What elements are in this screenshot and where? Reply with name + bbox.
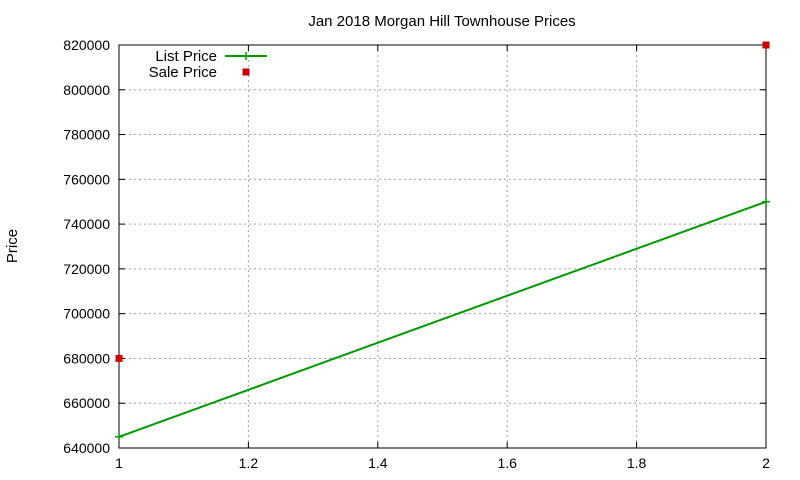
grid xyxy=(119,45,766,448)
y-tick-label: 640000 xyxy=(63,440,110,456)
y-tick-label: 800000 xyxy=(63,82,110,98)
list-price-point xyxy=(115,432,123,441)
plot-border xyxy=(118,44,767,449)
y-tick-label: 760000 xyxy=(63,171,110,187)
y-tick-label: 720000 xyxy=(63,261,110,277)
y-tick-label: 680000 xyxy=(63,350,110,366)
sale-price-point xyxy=(762,41,770,49)
legend-label-list-price: List Price xyxy=(155,48,217,65)
y-tick-label: 660000 xyxy=(63,395,110,411)
legend-label-sale-price: Sale Price xyxy=(149,64,217,81)
legend-marker-sale-price xyxy=(242,68,250,76)
y-tick-label: 700000 xyxy=(63,306,110,322)
y-tick-label: 780000 xyxy=(63,127,110,143)
x-tick-label: 1.6 xyxy=(497,455,517,471)
legend-marker-list-price xyxy=(242,52,250,60)
y-tick-label: 740000 xyxy=(63,216,110,232)
axis-ticks: 1 1.2 1.4 1.6 1.8 2 640000 660000 680000 700000 72… xyxy=(63,37,770,471)
sale-price-point xyxy=(115,354,123,362)
x-tick-label: 1.8 xyxy=(627,455,647,471)
y-axis-label: Price xyxy=(4,229,21,263)
chart-title: Jan 2018 Morgan Hill Townhouse Prices xyxy=(308,13,575,30)
x-tick-label: 1.4 xyxy=(368,455,388,471)
x-tick-label: 2 xyxy=(762,455,770,471)
list-price-line xyxy=(118,200,767,438)
list-price-point xyxy=(762,197,770,206)
y-tick-label: 820000 xyxy=(63,37,110,53)
x-tick-label: 1.2 xyxy=(239,455,259,471)
series-layer xyxy=(115,41,770,441)
x-tick-label: 1 xyxy=(115,455,123,471)
